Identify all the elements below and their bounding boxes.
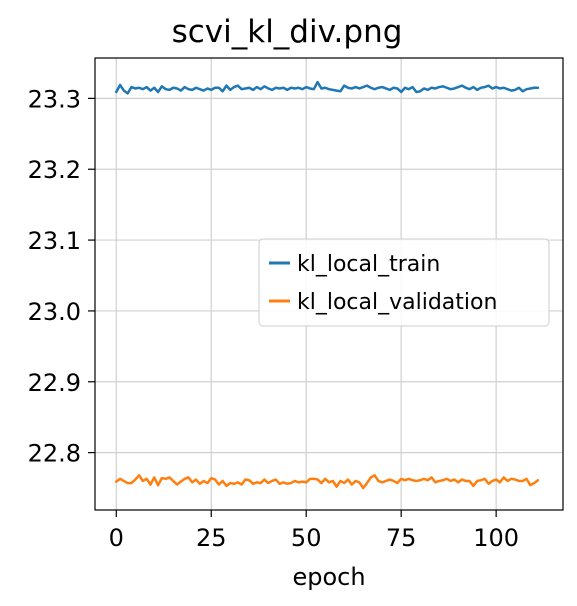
series-lines — [115, 80, 540, 490]
series-line-kl-local-train — [115, 80, 540, 95]
y-tick-label: 23.0 — [28, 298, 81, 326]
y-tick-label: 23.1 — [28, 227, 81, 255]
y-tick-label: 22.9 — [28, 369, 81, 397]
x-tick-label: 0 — [109, 524, 124, 552]
y-tick-label: 23.3 — [28, 85, 81, 113]
plot-frame — [94, 57, 564, 511]
legend: kl_local_train kl_local_validation — [258, 238, 550, 327]
legend-box — [258, 238, 550, 327]
y-tick-label: 23.2 — [28, 156, 81, 184]
legend-label-kl-local-validation: kl_local_validation — [297, 290, 497, 315]
axis-ticks: 0 25 50 75 100 22.8 22.9 23.0 23.1 23.2 23.3 — [28, 85, 519, 552]
series-line-kl-local-validation — [115, 474, 540, 490]
y-tick-label: 22.8 — [28, 440, 81, 468]
x-tick-label: 75 — [386, 524, 417, 552]
x-tick-label: 50 — [291, 524, 322, 552]
x-tick-label: 100 — [473, 524, 519, 552]
x-tick-label: 25 — [196, 524, 227, 552]
legend-label-kl-local-train: kl_local_train — [297, 252, 440, 277]
chart-title: scvi_kl_div.png — [172, 14, 403, 50]
x-axis-label: epoch — [292, 563, 365, 591]
